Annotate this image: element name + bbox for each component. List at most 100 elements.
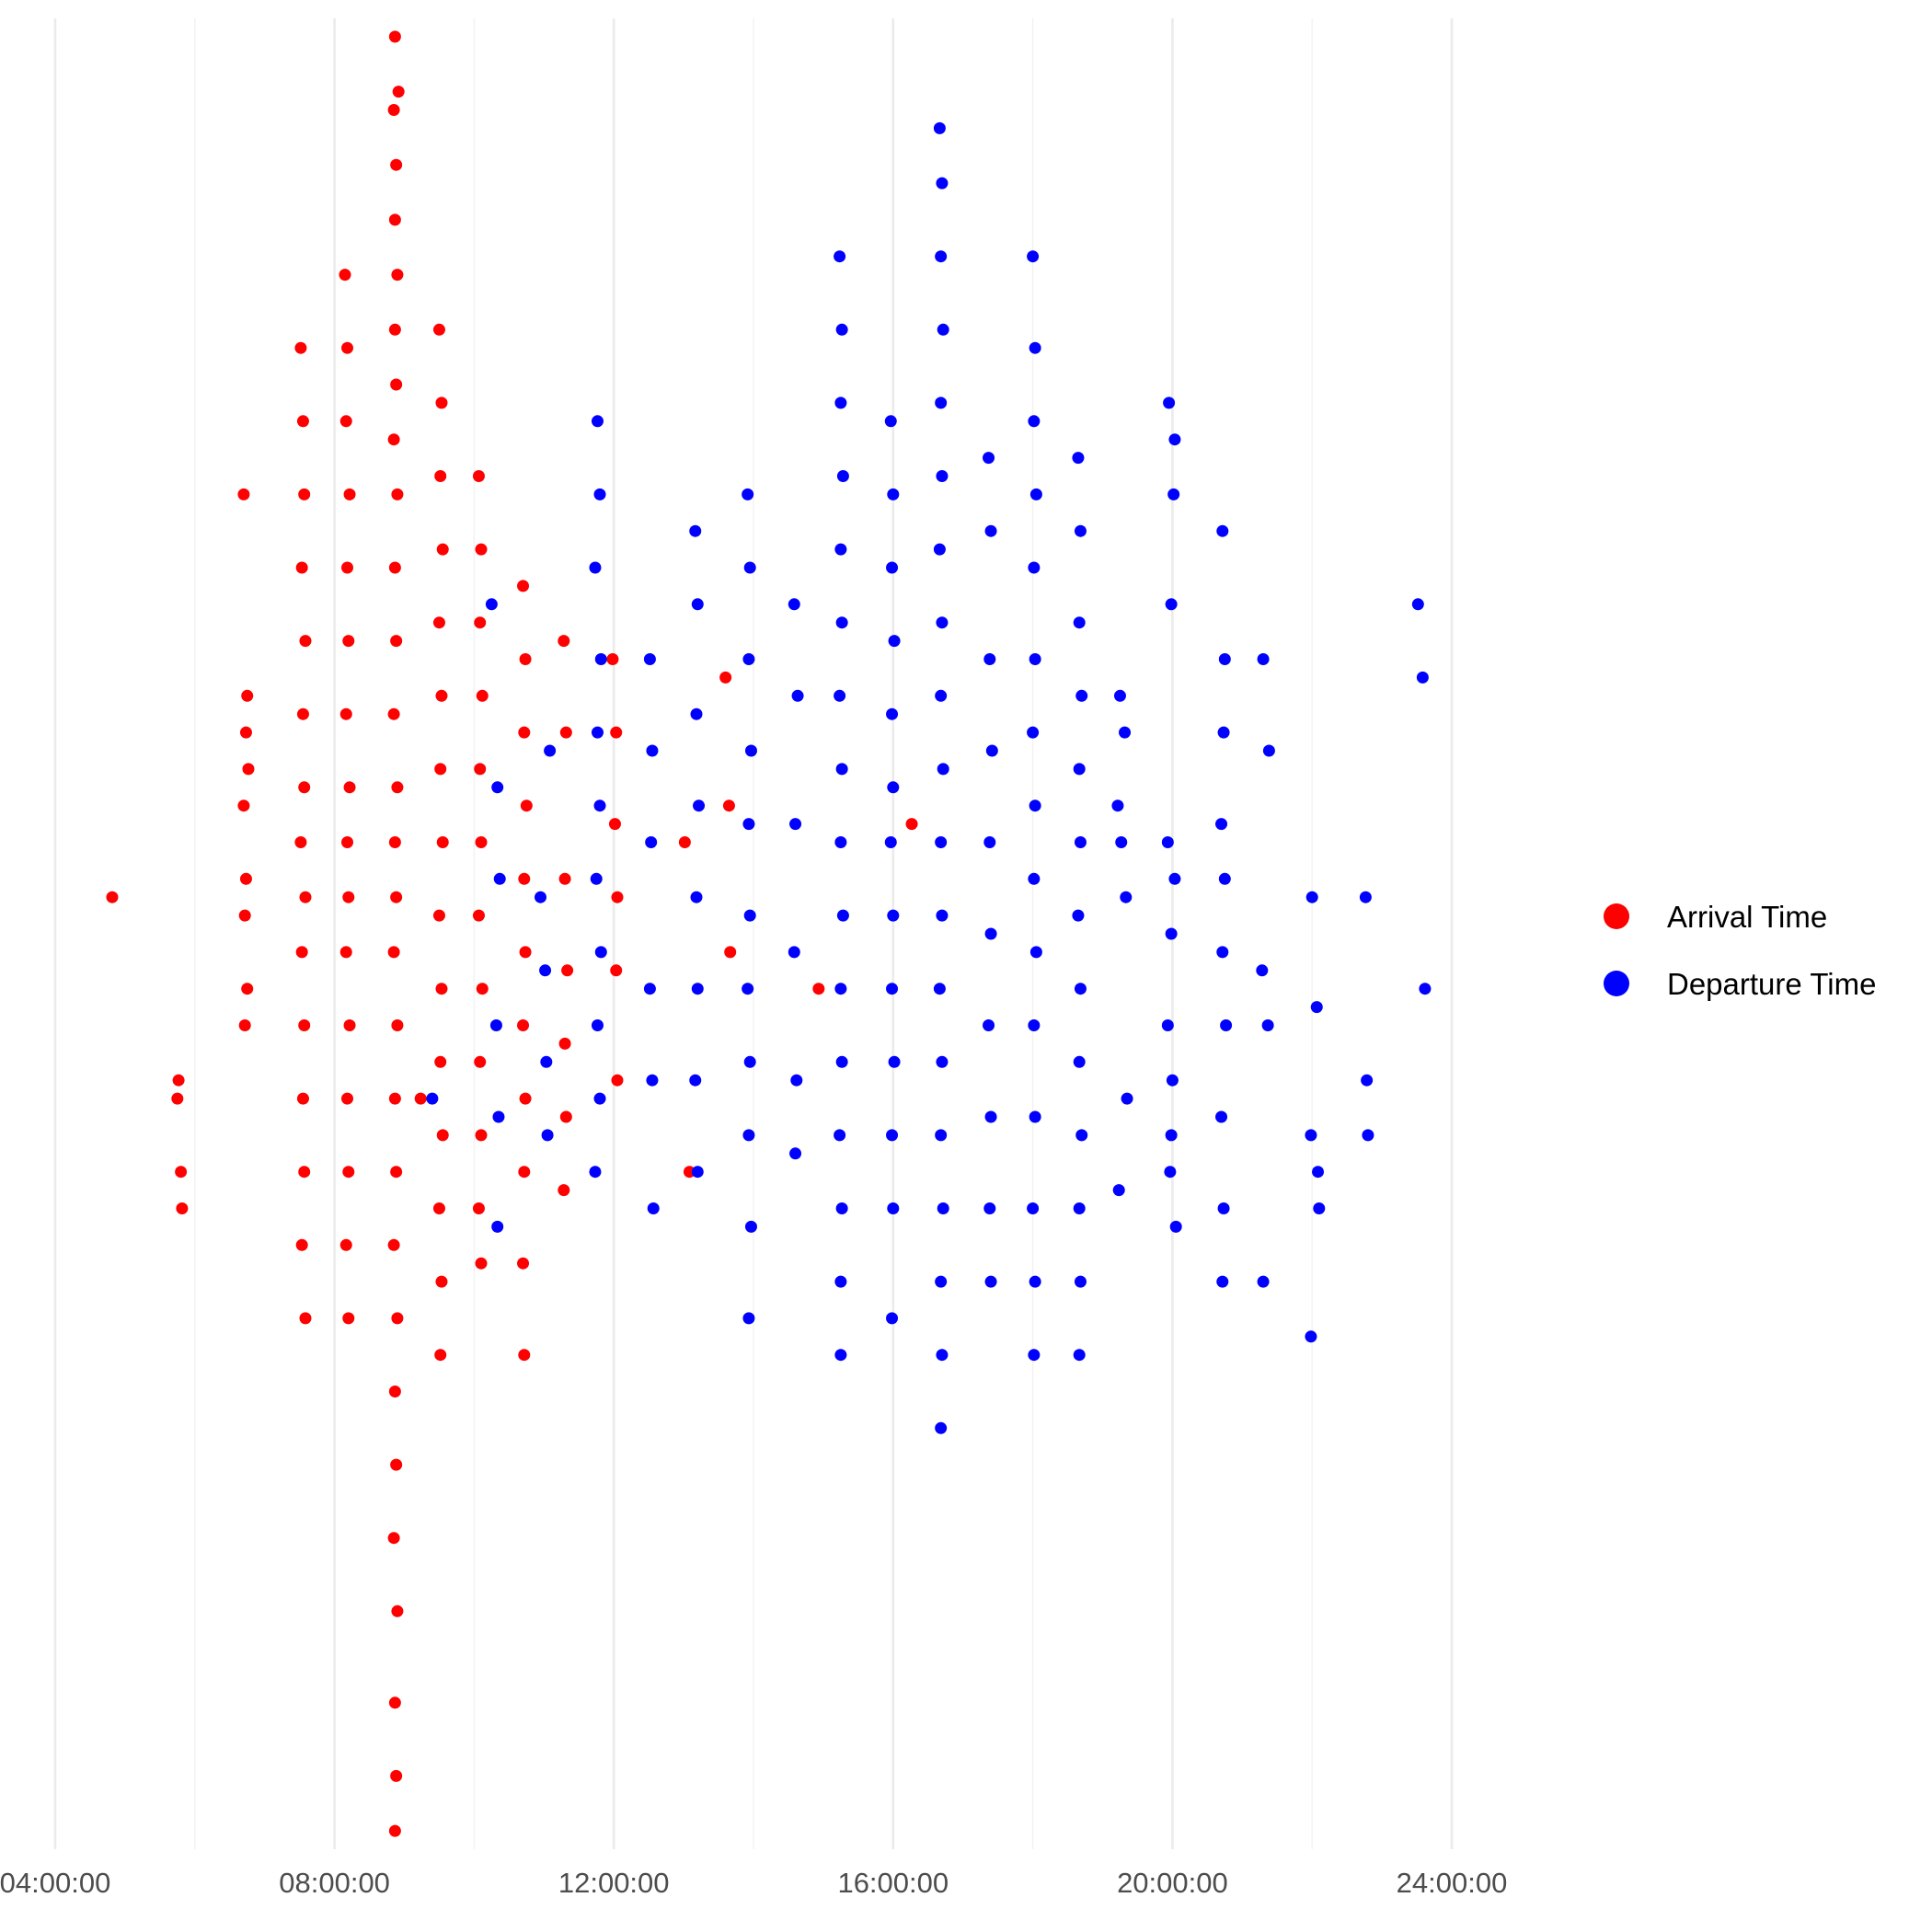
- arrival-point: [392, 86, 405, 98]
- departure-point: [887, 1202, 900, 1214]
- departure-point: [539, 964, 552, 977]
- departure-point: [1073, 616, 1086, 629]
- arrival-point: [296, 707, 309, 720]
- arrival-point: [435, 397, 448, 409]
- arrival-point: [475, 543, 488, 556]
- arrival-point: [517, 1257, 530, 1270]
- arrival-point: [339, 1238, 352, 1251]
- arrival-point: [388, 1824, 401, 1837]
- departure-point: [933, 121, 946, 134]
- arrival-point: [387, 1238, 400, 1251]
- departure-point: [594, 946, 607, 959]
- departure-point: [645, 836, 658, 848]
- departure-point: [834, 983, 847, 995]
- departure-point: [788, 598, 800, 611]
- departure-point: [935, 1275, 948, 1288]
- departure-point: [1419, 983, 1432, 995]
- departure-point: [935, 250, 948, 263]
- x-tick-label: 04:00:00: [0, 1867, 110, 1899]
- departure-point: [1312, 1166, 1325, 1179]
- departure-point: [884, 415, 897, 428]
- arrival-point: [238, 1019, 251, 1031]
- departure-point: [1169, 1220, 1182, 1233]
- departure-point: [1075, 1129, 1088, 1142]
- arrival-point: [561, 964, 574, 977]
- departure-point: [485, 598, 498, 611]
- arrival-point: [559, 1110, 572, 1123]
- arrival-point: [475, 836, 488, 848]
- departure-point: [591, 726, 604, 739]
- arrival-point: [390, 1166, 403, 1179]
- departure-point: [1029, 488, 1042, 500]
- arrival-point: [341, 1092, 354, 1105]
- arrival-point: [295, 1238, 308, 1251]
- departure-point: [1027, 1202, 1040, 1214]
- arrival-point: [606, 653, 619, 665]
- departure-point: [1029, 1110, 1041, 1123]
- departure-point: [886, 707, 899, 720]
- arrival-point: [341, 561, 354, 574]
- departure-point: [1217, 726, 1230, 739]
- departure-point: [1113, 689, 1126, 702]
- departure-point: [1028, 1349, 1041, 1362]
- departure-point: [834, 543, 847, 556]
- departure-point: [540, 1055, 553, 1068]
- departure-point: [1216, 1275, 1229, 1288]
- departure-point: [936, 616, 949, 629]
- arrival-point: [391, 1604, 404, 1617]
- departure-point: [1028, 1019, 1041, 1031]
- departure-point: [591, 1019, 604, 1031]
- x-tick-label: 12:00:00: [558, 1867, 670, 1899]
- arrival-point: [432, 323, 445, 336]
- arrival-point: [176, 1202, 189, 1214]
- arrival-point: [391, 269, 404, 282]
- arrival-point: [299, 1312, 312, 1325]
- departure-point: [984, 1110, 997, 1123]
- departure-point: [835, 1202, 848, 1214]
- arrival-point: [472, 909, 485, 922]
- departure-time-series: [426, 121, 1432, 1434]
- departure-point: [1361, 1074, 1374, 1087]
- departure-point: [984, 524, 997, 537]
- departure-point: [544, 744, 557, 757]
- arrival-point: [519, 946, 532, 959]
- departure-point: [1073, 1055, 1086, 1068]
- departure-point: [791, 689, 804, 702]
- arrival-point: [388, 323, 401, 336]
- gridlines: [53, 18, 1454, 1849]
- departure-point: [1074, 1275, 1087, 1288]
- departure-point: [888, 1055, 901, 1068]
- departure-point: [886, 1312, 899, 1325]
- departure-point: [691, 1166, 704, 1179]
- arrival-point: [387, 104, 400, 116]
- departure-point: [1075, 689, 1088, 702]
- arrival-point: [387, 707, 400, 720]
- departure-point: [693, 799, 706, 812]
- departure-point: [1167, 488, 1180, 500]
- arrival-point: [388, 213, 401, 226]
- arrival-point: [475, 1257, 488, 1270]
- departure-point: [1029, 653, 1041, 665]
- departure-point: [1072, 909, 1085, 922]
- departure-point: [983, 452, 995, 465]
- departure-point: [835, 616, 848, 629]
- departure-point: [936, 470, 949, 482]
- arrival-point: [436, 543, 449, 556]
- arrival-point: [388, 561, 401, 574]
- arrival-point: [388, 1092, 401, 1105]
- departure-point: [1029, 799, 1041, 812]
- arrival-point: [518, 1349, 531, 1362]
- departure-point: [1220, 1019, 1233, 1031]
- departure-point: [1256, 964, 1269, 977]
- departure-point: [1305, 1330, 1317, 1343]
- departure-point: [593, 488, 606, 500]
- departure-point: [985, 744, 998, 757]
- arrival-point: [518, 1166, 531, 1179]
- departure-point: [836, 470, 849, 482]
- departure-point: [690, 891, 703, 903]
- departure-point: [1313, 1202, 1326, 1214]
- x-tick-label: 16:00:00: [837, 1867, 949, 1899]
- departure-point: [887, 488, 900, 500]
- arrival-point: [339, 269, 351, 282]
- departure-point: [1216, 524, 1229, 537]
